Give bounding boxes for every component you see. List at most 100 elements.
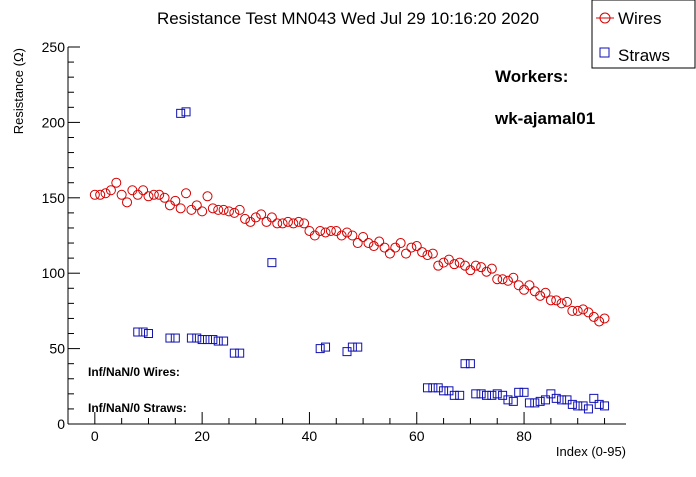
straw-point — [524, 398, 534, 408]
wire-point — [111, 177, 122, 188]
wire-point — [578, 304, 589, 315]
wire-point — [588, 311, 599, 322]
straw-point — [342, 347, 352, 357]
y-tick-label: 250 — [42, 39, 66, 55]
straw-point — [546, 389, 556, 399]
wire-point — [234, 204, 245, 215]
straw-point — [186, 333, 196, 343]
straw-point — [482, 390, 491, 400]
wire-point — [320, 227, 331, 238]
y-tick-label: 50 — [49, 341, 65, 357]
wire-point — [309, 230, 320, 241]
y-tick-label: 100 — [42, 265, 66, 281]
wire-point — [545, 295, 556, 306]
wire-point — [197, 206, 208, 217]
wire-point — [508, 272, 519, 283]
wire-point — [476, 262, 487, 273]
wire-point — [460, 260, 471, 271]
wire-point — [363, 238, 374, 249]
straw-point — [503, 395, 513, 405]
straw-point — [498, 390, 508, 400]
straw-point — [229, 348, 239, 358]
chart-title: Resistance Test MN043 Wed Jul 29 10:16:2… — [157, 9, 539, 28]
wire-point — [138, 185, 149, 196]
wire-point — [379, 242, 390, 253]
wire-point — [524, 280, 535, 291]
straw-point — [143, 329, 153, 339]
wire-point — [433, 260, 444, 271]
straw-point — [353, 342, 363, 352]
wire-point — [374, 236, 385, 247]
straw-point — [181, 107, 191, 117]
straw-point — [321, 342, 331, 352]
straw-point — [235, 348, 245, 358]
wire-point — [358, 232, 369, 243]
wire-point — [304, 225, 315, 236]
wire-point — [336, 230, 347, 241]
wire-point — [325, 225, 336, 236]
legend: Wires Straws — [591, 0, 696, 69]
wire-point — [116, 189, 127, 200]
straw-point — [267, 258, 277, 268]
straw-point — [213, 336, 223, 346]
wire-point — [438, 257, 449, 268]
straw-point — [170, 333, 180, 343]
wire-point — [529, 286, 540, 297]
wire-point — [486, 263, 497, 274]
straw-point — [562, 395, 572, 405]
wire-point — [502, 275, 513, 286]
straw-point — [203, 335, 212, 345]
wire-point — [148, 189, 159, 200]
wire-point — [315, 225, 326, 236]
wire-point — [395, 238, 406, 249]
wire-point — [261, 216, 272, 227]
straw-point — [165, 333, 175, 343]
wire-point — [127, 185, 138, 196]
straw-point — [530, 398, 540, 408]
straw-point — [197, 335, 207, 345]
straw-point — [471, 389, 481, 399]
wire-point — [513, 280, 524, 291]
straw-point — [422, 383, 432, 393]
wire-point — [299, 218, 310, 229]
wire-point — [411, 241, 422, 252]
wire-point — [213, 204, 224, 215]
straw-point — [455, 390, 465, 400]
wire-point — [417, 247, 428, 258]
x-axis-label: Index (0-95) — [556, 444, 626, 459]
straw-point — [508, 396, 518, 406]
wire-point — [384, 248, 395, 259]
wire-point — [492, 274, 503, 285]
wire-point — [89, 189, 100, 200]
straw-point — [465, 359, 475, 369]
x-tick-label: 20 — [194, 428, 210, 444]
y-tick-label: 0 — [57, 416, 65, 432]
straw-point — [557, 395, 567, 405]
straw-point — [476, 389, 486, 399]
wire-point — [272, 218, 283, 229]
wire-point — [567, 305, 578, 316]
legend-straws-label: Straws — [618, 46, 670, 65]
wire-point — [181, 188, 192, 199]
legend-wires-marker — [599, 12, 611, 24]
straw-point — [192, 333, 202, 343]
straw-point — [428, 383, 438, 393]
wire-point — [245, 216, 256, 227]
legend-straws-marker — [599, 47, 610, 58]
straw-point — [487, 390, 497, 400]
wire-point — [293, 216, 304, 227]
wire-point — [207, 203, 218, 214]
wire-point — [422, 250, 433, 261]
wire-point — [519, 284, 530, 295]
wire-point — [95, 189, 106, 200]
wire-point — [406, 242, 417, 253]
wire-point — [535, 290, 546, 301]
wire-point — [186, 204, 197, 215]
x-tick-label: 0 — [91, 428, 99, 444]
wire-point — [277, 218, 288, 229]
straw-point — [176, 108, 186, 118]
straw-point — [315, 344, 325, 354]
wire-point — [540, 287, 551, 298]
straw-point — [519, 387, 529, 397]
